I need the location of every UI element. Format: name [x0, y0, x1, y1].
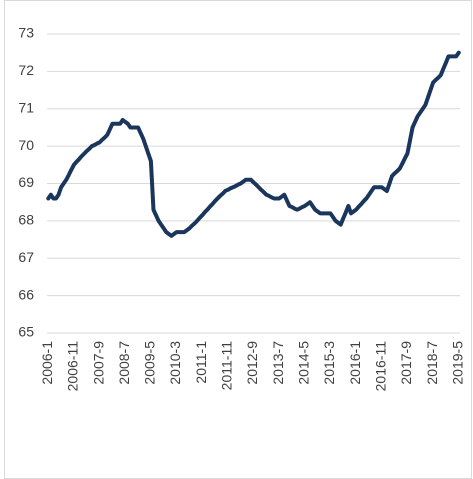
y-tick-label: 66	[18, 286, 34, 302]
x-tick-label: 2012-9	[244, 341, 260, 385]
x-tick-label: 2011-1	[193, 341, 209, 384]
x-tick-label: 2016-1	[347, 341, 363, 385]
x-tick-label: 2006-1	[39, 341, 55, 385]
chart-frame	[4, 0, 472, 479]
y-tick-label: 65	[18, 324, 34, 340]
x-tick-label: 2010-3	[167, 341, 183, 385]
y-tick-label: 72	[18, 62, 34, 78]
x-tick-label: 2017-9	[398, 341, 414, 385]
data-line	[46, 50, 461, 238]
x-tick-label: 2013-7	[270, 341, 286, 385]
y-tick-label: 69	[18, 174, 34, 190]
y-tick-label: 73	[18, 25, 34, 41]
x-tick-label: 2014-5	[296, 341, 312, 385]
y-tick-label: 70	[18, 137, 34, 153]
x-tick-label: 2015-3	[321, 341, 337, 385]
y-tick-label: 67	[18, 249, 34, 265]
y-tick-label: 68	[18, 212, 34, 228]
x-tick-label: 2008-7	[116, 341, 132, 385]
x-tick-label: 2018-7	[424, 341, 440, 385]
y-tick-label: 71	[18, 99, 34, 115]
x-tick-label: 2016-11	[372, 341, 388, 392]
x-tick-label: 2019-5	[449, 341, 465, 385]
x-tick-label: 2007-9	[90, 341, 106, 385]
x-tick-label: 2011-11	[219, 341, 235, 391]
x-tick-label: 2006-11	[65, 341, 81, 392]
x-tick-label: 2009-5	[142, 341, 158, 385]
